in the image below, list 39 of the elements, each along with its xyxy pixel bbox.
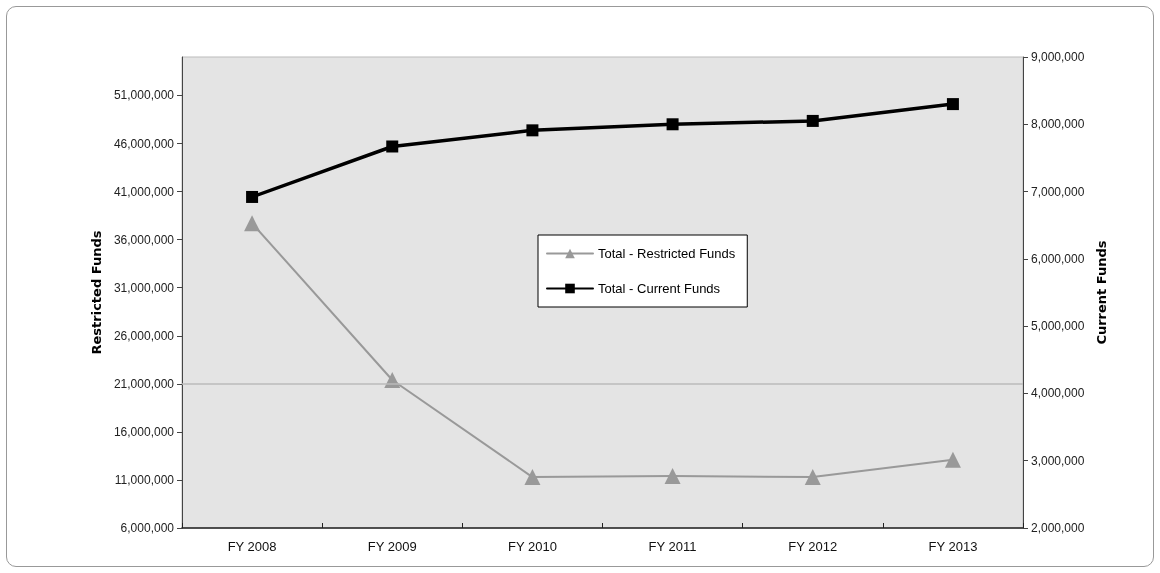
y-tick-label: 46,000,000 — [113, 136, 175, 151]
y-tick-label: 36,000,000 — [113, 232, 175, 247]
y2-tick-label: 3,000,000 — [1031, 453, 1085, 468]
point — [386, 140, 399, 153]
point — [244, 215, 261, 232]
y2-tick-label: 6,000,000 — [1031, 251, 1085, 266]
point — [664, 468, 681, 485]
x-tick-label: FY 2013 — [928, 539, 978, 554]
y2-tick-label: 5,000,000 — [1031, 319, 1085, 334]
point — [806, 114, 819, 127]
legend-label: Total - Restricted Funds — [598, 246, 736, 261]
x-tick-label: FY 2010 — [507, 539, 557, 554]
y-tick-label: 51,000,000 — [113, 88, 175, 103]
y2-tick-label: 9,000,000 — [1031, 50, 1085, 64]
x-tick-label: FY 2012 — [788, 539, 838, 554]
point — [804, 469, 821, 486]
y-tick-label: 6,000,000 — [120, 521, 175, 535]
y2-axis-title: Current Funds — [1094, 240, 1110, 345]
point — [246, 190, 259, 203]
point — [526, 124, 539, 137]
y-axis-title: Restricted Funds — [89, 230, 105, 355]
y-tick-label: 21,000,000 — [113, 376, 175, 391]
legend-label: Total - Current Funds — [598, 281, 721, 296]
y2-tick-label: 7,000,000 — [1031, 184, 1085, 199]
y-tick-label: 26,000,000 — [113, 328, 175, 343]
y-tick-label: 41,000,000 — [113, 184, 175, 199]
x-tick-label: FY 2008 — [227, 539, 277, 554]
y-tick-label: 31,000,000 — [113, 280, 175, 295]
point — [944, 451, 961, 468]
point — [946, 98, 959, 111]
x-tick-label: FY 2009 — [367, 539, 417, 554]
y2-tick-label: 4,000,000 — [1031, 386, 1085, 401]
y-tick-label: 11,000,000 — [114, 472, 175, 487]
point — [666, 118, 679, 131]
y-tick-label: 16,000,000 — [113, 424, 175, 439]
x-tick-label: FY 2011 — [648, 539, 697, 554]
point — [524, 469, 541, 486]
y2-tick-label: 8,000,000 — [1031, 117, 1085, 132]
y2-tick-label: 2,000,000 — [1031, 521, 1085, 535]
